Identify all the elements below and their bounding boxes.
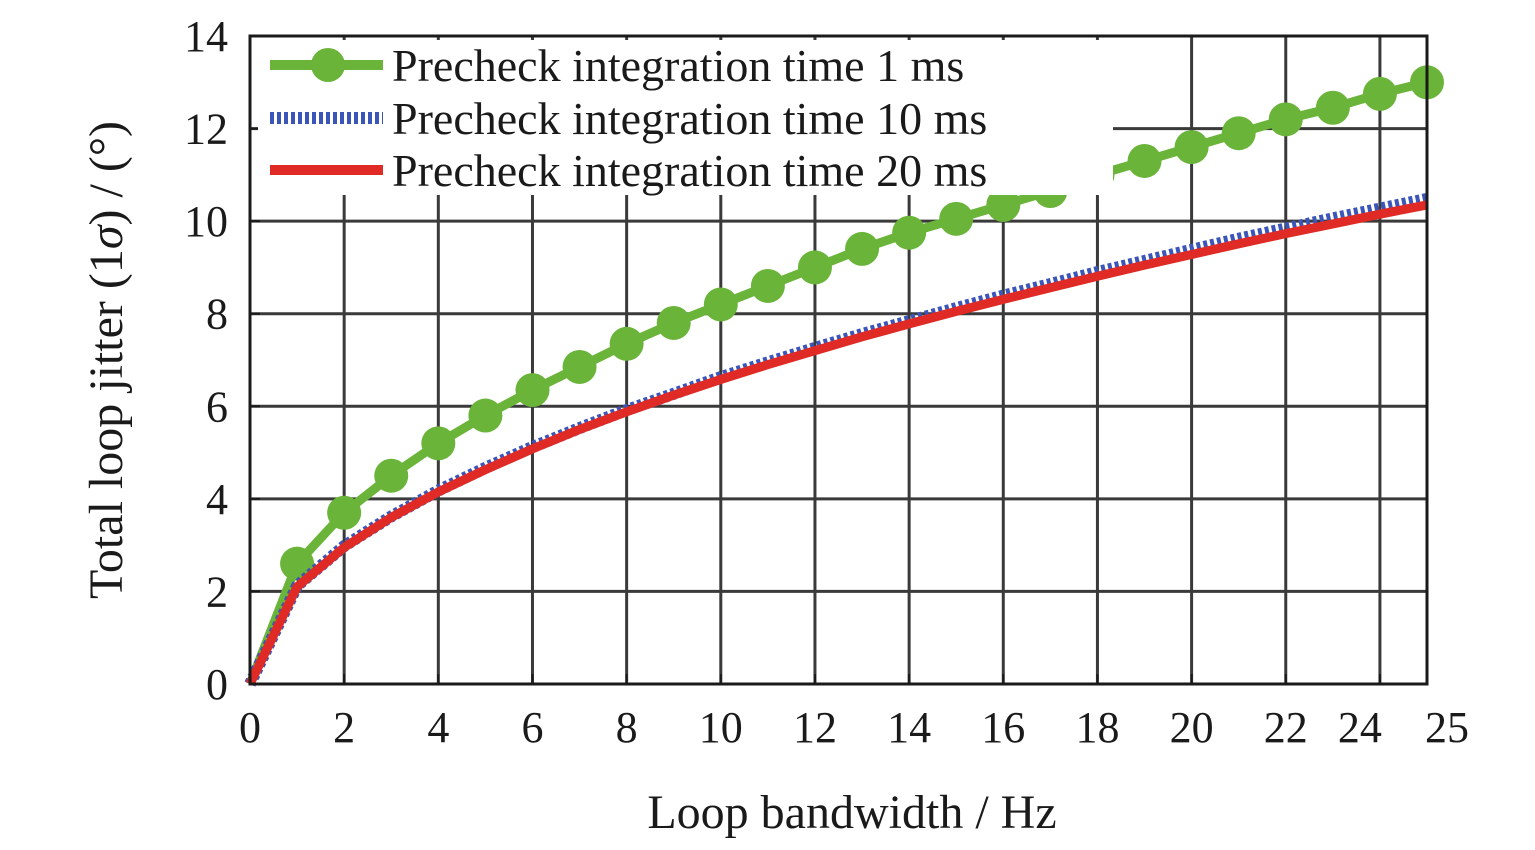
data-point — [421, 426, 456, 461]
y-tick-label: 8 — [206, 290, 228, 339]
x-tick-label: 14 — [887, 703, 931, 752]
x-tick-label: 6 — [521, 703, 543, 752]
x-tick-label: 4 — [427, 703, 449, 752]
data-point — [374, 458, 409, 493]
x-axis-title: Loop bandwidth / Hz — [647, 786, 1056, 839]
x-tick-label: 8 — [616, 703, 638, 752]
data-point — [797, 250, 832, 285]
data-point — [1174, 130, 1209, 165]
data-point — [1268, 102, 1303, 137]
x-axis-ticks: 0 2 4 6 8 10 12 14 16 18 20 22 24 25 — [239, 674, 1469, 752]
legend-marker — [311, 48, 345, 82]
data-point — [703, 287, 738, 322]
x-tick-label: 16 — [981, 703, 1025, 752]
x-tick-label: 25 — [1425, 703, 1469, 752]
data-point — [656, 305, 691, 340]
data-point — [939, 201, 974, 236]
legend-item: Precheck integration time 20 ms — [270, 145, 987, 196]
y-axis-title: Total loop jitter (1σ) / (°) — [80, 121, 133, 599]
data-point — [1362, 76, 1397, 111]
y-axis-title-part: Total loop jitter (1 — [80, 249, 133, 599]
x-tick-label: 22 — [1264, 703, 1308, 752]
data-point — [468, 398, 503, 433]
x-tick-label: 24 — [1338, 703, 1382, 752]
y-axis-title-part: ) / (°) — [80, 121, 133, 225]
data-point — [1127, 143, 1162, 178]
x-tick-label: 12 — [793, 703, 837, 752]
data-point — [515, 373, 550, 408]
data-point — [609, 326, 644, 361]
data-point — [327, 495, 362, 530]
y-tick-label: 14 — [184, 12, 228, 61]
data-point — [280, 546, 315, 581]
data-point — [750, 268, 785, 303]
series-1 — [245, 65, 1444, 686]
y-tick-label: 2 — [206, 567, 228, 616]
y-tick-label: 0 — [206, 660, 228, 709]
x-tick-label: 18 — [1075, 703, 1119, 752]
y-tick-label: 12 — [184, 105, 228, 154]
legend-label: Precheck integration time 1 ms — [392, 40, 964, 91]
data-point — [1315, 90, 1350, 125]
legend-label: Precheck integration time 20 ms — [392, 145, 987, 196]
y-axis-ticks: 0 2 4 6 8 10 12 14 — [184, 12, 260, 709]
x-tick-label: 0 — [239, 703, 261, 752]
data-point — [892, 215, 927, 250]
y-tick-label: 10 — [184, 197, 228, 246]
legend-label: Precheck integration time 10 ms — [392, 93, 987, 144]
data-point — [1221, 116, 1256, 151]
y-axis-title-sigma: σ — [80, 223, 133, 249]
x-tick-label: 20 — [1170, 703, 1214, 752]
legend-box — [258, 40, 1113, 195]
y-tick-label: 4 — [206, 475, 228, 524]
data-point — [986, 187, 1021, 222]
legend-item: Precheck integration time 10 ms — [270, 93, 987, 144]
x-tick-label: 2 — [333, 703, 355, 752]
series-layer — [244, 65, 1444, 687]
data-point — [562, 349, 597, 384]
series-3 — [245, 200, 1428, 686]
legend-item: Precheck integration time 1 ms — [270, 40, 964, 91]
x-tick-label: 10 — [699, 703, 743, 752]
plot-frame — [248, 34, 1429, 686]
series-line — [245, 200, 1428, 686]
y-tick-label: 6 — [206, 382, 228, 431]
data-point — [845, 231, 880, 266]
